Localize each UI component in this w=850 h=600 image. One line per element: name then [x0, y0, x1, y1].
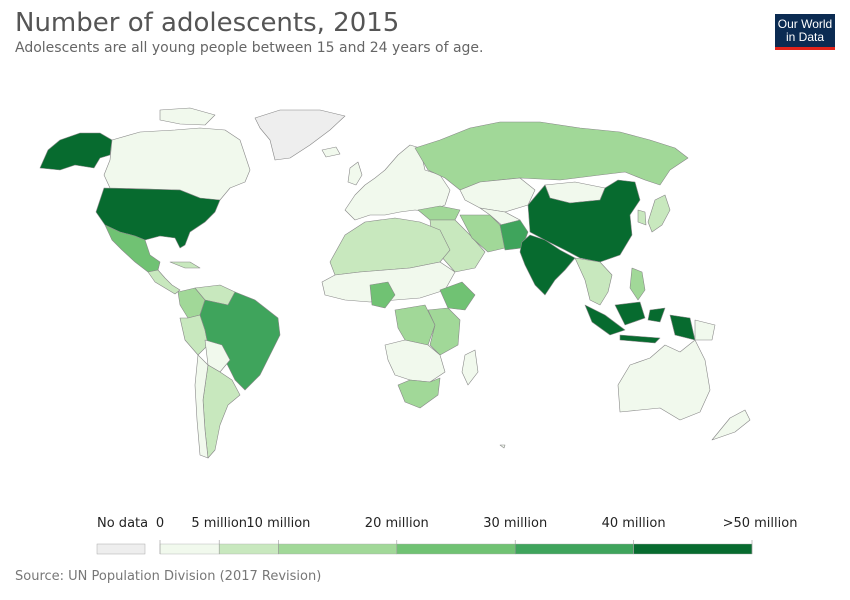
- region-sahel[interactable]: [321, 261, 456, 303]
- region-central-america[interactable]: [147, 269, 181, 295]
- region-china[interactable]: [527, 179, 641, 263]
- legend-swatch-4: [515, 543, 634, 555]
- map-legend: No data 0 5 million 10 million 20 million 30 …: [96, 516, 798, 555]
- region-western-europe[interactable]: [347, 161, 363, 186]
- legend-label-0: 0: [156, 516, 164, 531]
- legend-label-no-data: No data: [97, 516, 148, 531]
- legend-label-5: 40 million: [602, 516, 666, 531]
- logo-line-1: Our World: [777, 17, 833, 31]
- source-note: Source: UN Population Division (2017 Rev…: [15, 569, 322, 584]
- legend-label-3: 20 million: [365, 516, 429, 531]
- region-japan[interactable]: [647, 194, 671, 233]
- region-russia[interactable]: [414, 121, 689, 191]
- region-indonesia[interactable]: [669, 314, 696, 341]
- region-madagascar[interactable]: [461, 349, 479, 386]
- world-map[interactable]: [0, 90, 850, 500]
- logo-line-2: in Data: [785, 30, 825, 44]
- region-ethiopia[interactable]: [439, 281, 476, 311]
- region-australia[interactable]: [617, 339, 711, 421]
- legend-swatch-no-data: [96, 543, 146, 555]
- region-east-africa[interactable]: [427, 307, 461, 356]
- region-southern-africa[interactable]: [499, 444, 506, 449]
- chart-title: Number of adolescents, 2015: [15, 8, 400, 38]
- region-japan[interactable]: [637, 209, 647, 226]
- legend-swatch-3: [396, 543, 516, 555]
- legend-label-1: 5 million: [191, 516, 247, 531]
- chart-subtitle: Adolescents are all young people between…: [15, 40, 484, 56]
- region-new-zealand[interactable]: [711, 409, 751, 441]
- region-alaska[interactable]: [39, 132, 113, 171]
- region-canada[interactable]: [103, 127, 251, 206]
- legend-swatch-5: [633, 543, 753, 555]
- legend-swatch-2: [278, 543, 397, 555]
- region-southeast-asia[interactable]: [574, 257, 613, 306]
- region-indonesia[interactable]: [619, 334, 661, 344]
- region-indonesia[interactable]: [614, 301, 646, 326]
- region-western-europe[interactable]: [321, 146, 341, 158]
- legend-label-2: 10 million: [246, 516, 310, 531]
- region-greenland[interactable]: [254, 109, 346, 161]
- region-nigeria[interactable]: [369, 281, 396, 309]
- region-mexico[interactable]: [104, 224, 161, 273]
- legend-label-4: 30 million: [483, 516, 547, 531]
- region-chile[interactable]: [194, 354, 209, 459]
- legend-label-end: >50 million: [723, 516, 798, 531]
- owid-logo[interactable]: Our World in Data: [775, 14, 835, 50]
- region-indonesia[interactable]: [584, 304, 626, 336]
- legend-swatch-1: [218, 543, 279, 555]
- region-central-america[interactable]: [169, 261, 201, 269]
- region-brazil[interactable]: [199, 291, 281, 391]
- region-bolivia[interactable]: [204, 339, 231, 373]
- region-new-zealand[interactable]: [694, 319, 716, 341]
- region-indonesia[interactable]: [647, 307, 666, 323]
- legend-swatch-0: [159, 543, 220, 555]
- region-canada[interactable]: [159, 107, 216, 126]
- region-southern-africa[interactable]: [384, 339, 446, 383]
- region-india[interactable]: [519, 234, 576, 296]
- region-philippines[interactable]: [629, 267, 646, 301]
- region-south-africa[interactable]: [397, 377, 441, 409]
- region-turkey[interactable]: [417, 205, 461, 221]
